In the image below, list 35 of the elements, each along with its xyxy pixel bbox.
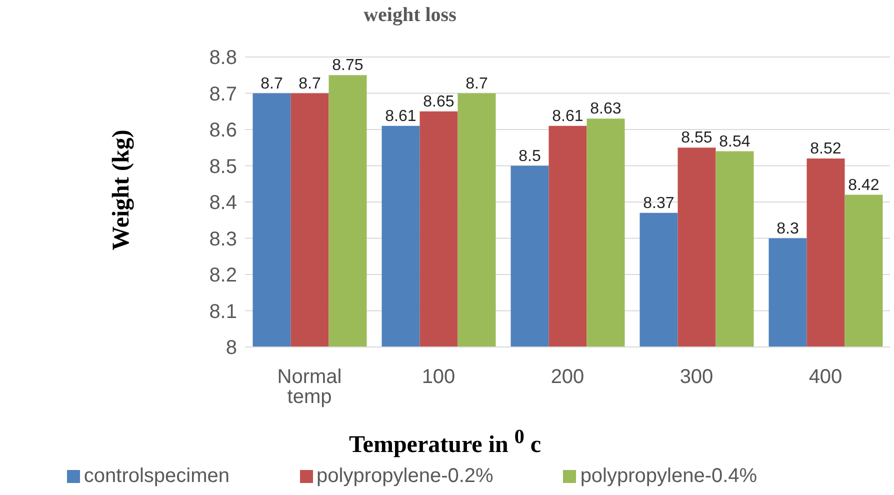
x-axis-title: Temperature in $^{0}$ c: [348, 426, 542, 459]
data-label: 8.55: [681, 130, 712, 147]
data-label: 8.61: [552, 108, 584, 125]
legend-label: polypropylene-0.2%: [316, 465, 494, 487]
data-label: 8.65: [423, 93, 454, 110]
data-label: 8.52: [810, 140, 842, 158]
data-label: 8.63: [590, 100, 622, 118]
y-tick-label: 8.4: [209, 192, 237, 214]
y-tick-label: 8.6: [209, 120, 237, 142]
legend-label: controlspecimen: [84, 465, 230, 487]
data-label: 8.61: [385, 108, 416, 125]
y-tick-label: 8.8: [209, 47, 237, 70]
y-tick-label: 8.5: [209, 156, 237, 178]
data-label: 8.54: [719, 133, 750, 150]
y-tick-label: 8.1: [209, 300, 237, 323]
x-tick-label: 100: [422, 366, 456, 388]
data-label: 8.42: [848, 176, 880, 194]
y-tick-label: 8.7: [209, 83, 237, 106]
y-tick-label: 8.3: [209, 228, 237, 250]
data-label: 8.7: [260, 75, 283, 92]
y-tick-label: 8.2: [209, 264, 237, 287]
x-tick-label: 200: [550, 366, 584, 388]
data-label: 8.5: [518, 148, 541, 165]
y-axis-title: Weight (kg): [108, 130, 136, 250]
data-label: 8.7: [298, 75, 321, 92]
data-label: 8.75: [332, 57, 364, 74]
x-tick-label: 300: [680, 366, 714, 388]
data-label: 8.37: [643, 194, 674, 212]
data-label: 8.7: [466, 75, 488, 92]
data-label: 8.3: [776, 220, 799, 238]
x-tick-label: 400: [808, 366, 842, 388]
legend-label: polypropylene-0.4%: [580, 465, 758, 487]
chart-title: weight loss: [362, 4, 458, 27]
x-tick-label: Normal temp: [277, 366, 342, 408]
y-tick-label: 8: [226, 337, 237, 360]
